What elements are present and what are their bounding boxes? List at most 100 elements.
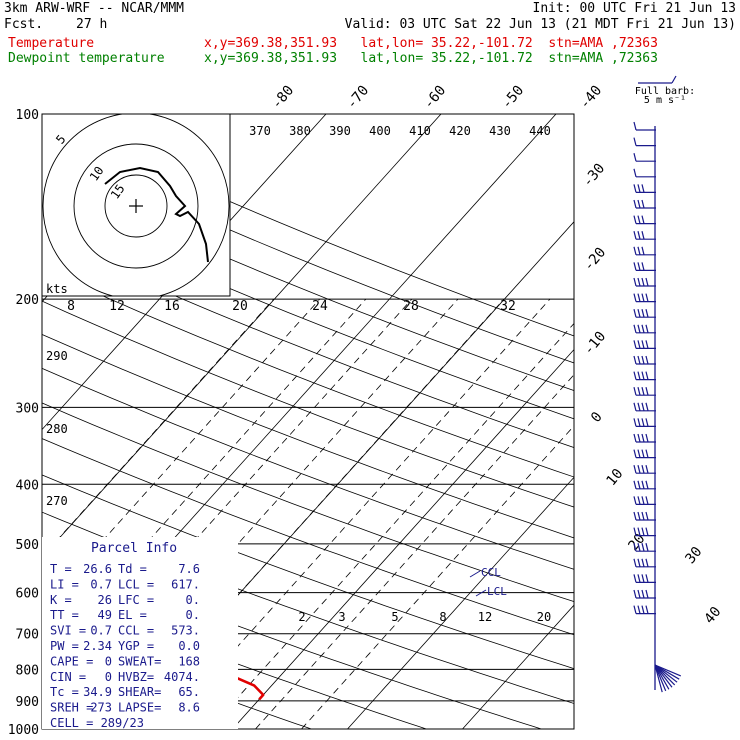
hodo-ring-15 — [42, 114, 230, 296]
wind-barb — [645, 465, 649, 474]
wind-barb — [633, 121, 637, 131]
hodograph-rings — [42, 114, 230, 296]
wind-barb — [641, 215, 645, 224]
parcel-row-value: 0.0 — [178, 639, 200, 653]
parcel-row-label: SWEAT= — [118, 654, 161, 668]
parcel-row-label: LFC = — [118, 593, 154, 607]
wind-barb — [637, 496, 641, 505]
dry-adiabat-line — [42, 300, 574, 508]
wind-barb — [637, 387, 641, 396]
wind-barb — [645, 511, 649, 521]
wind-barb — [645, 605, 649, 614]
wind-barb-legend — [671, 75, 677, 84]
wind-barb — [641, 402, 645, 411]
parcel-row-label: SVI = — [50, 624, 86, 638]
wind-barb — [641, 277, 645, 287]
wind-barb — [645, 496, 649, 505]
wind-barb — [633, 543, 637, 552]
dry-adiabat-line — [42, 204, 574, 420]
isotherm-label: 0 — [588, 409, 606, 426]
wind-barb — [637, 262, 641, 271]
wind-barb — [637, 371, 641, 380]
mixing-ratio-label: 8 — [439, 610, 446, 624]
hodograph-speed-label: 16 — [164, 299, 180, 314]
dry-adiabat-line — [42, 474, 574, 670]
isotherm-label: -70 — [344, 83, 373, 113]
theta-label: 430 — [489, 124, 511, 138]
wind-barb — [633, 309, 637, 318]
wind-barb — [641, 246, 645, 255]
wind-barb — [645, 433, 649, 443]
dry-adiabat-line — [42, 268, 574, 478]
wind-barb — [641, 496, 645, 505]
parcel-row-value: 0.7 — [90, 577, 112, 591]
wind-barb — [633, 496, 637, 505]
hodograph-trace — [104, 166, 209, 263]
wind-barb — [637, 324, 641, 333]
wind-barb — [641, 371, 645, 380]
wind-barb — [645, 277, 649, 287]
parcel-row-label: K = — [50, 593, 72, 607]
wind-barb — [633, 324, 637, 333]
parcel-row-label: LI = — [50, 577, 79, 591]
theta-label: 420 — [449, 124, 471, 138]
wind-barb — [633, 527, 637, 536]
wind-barb — [645, 324, 649, 333]
forecast-label: Fcst. — [4, 17, 44, 32]
parcel-row-label: LCL = — [118, 577, 154, 591]
isotherm-label: -30 — [580, 161, 609, 191]
parcel-row-value: 7.6 — [178, 562, 200, 576]
theta-label: 370 — [249, 124, 271, 138]
wind-barb — [654, 664, 673, 688]
parcel-row-label: Td = — [118, 562, 147, 576]
wind-barb — [654, 664, 682, 677]
wind-barb — [633, 433, 637, 443]
isotherm-label: 40 — [701, 604, 724, 627]
parcel-row-label: CCL = — [118, 624, 154, 638]
isotherm-line — [462, 604, 574, 729]
wind-barb — [637, 199, 641, 209]
parcel-row-label: LAPSE= — [118, 701, 161, 715]
parcel-row-value: 26 — [98, 593, 112, 607]
isotherm-label: -20 — [581, 245, 610, 275]
wind-barb — [633, 605, 637, 614]
parcel-row-label: EL = — [118, 608, 147, 622]
parcel-row-value: 34.9 — [83, 685, 112, 699]
dry-adiabat-line — [42, 236, 574, 448]
wind-barb — [641, 184, 645, 193]
parcel-row-value: 49 — [98, 608, 112, 622]
isotherm-label: -60 — [421, 83, 450, 113]
parcel-row-label: CIN = — [50, 670, 86, 684]
pressure-tick-label: 100 — [16, 108, 39, 123]
parcel-row-value: 4074. — [164, 670, 200, 684]
wind-barb — [633, 340, 637, 349]
isotherm-line — [347, 476, 574, 729]
mixing-ratio-label: 5 — [391, 610, 398, 624]
wind-barb — [645, 449, 649, 458]
mixing-ratio-label: 2 — [298, 610, 305, 624]
wind-barb — [641, 480, 645, 489]
wind-barb — [637, 449, 641, 458]
parcel-row-label: SHEAR= — [118, 685, 161, 699]
parcel-row-label: SREH = — [50, 701, 93, 715]
wind-barb — [637, 511, 641, 521]
wind-barb — [637, 293, 641, 302]
moist-adiabat-line — [301, 425, 574, 729]
wind-barb — [637, 589, 641, 599]
valid-time: Valid: 03 UTC Sat 22 Jun 13 (21 MDT Fri … — [344, 17, 736, 32]
ccl-label: CCL — [481, 566, 501, 579]
pressure-tick-label: 400 — [16, 478, 39, 493]
hodograph-ring-label: 15 — [108, 182, 128, 202]
wind-barb — [633, 449, 637, 458]
wind-barb — [637, 558, 641, 567]
wind-barb — [641, 309, 645, 318]
hodograph-ring-label: 10 — [87, 164, 107, 184]
wind-barb — [645, 527, 649, 536]
temperature-legend: Temperature — [8, 36, 95, 51]
wind-barb — [637, 465, 641, 474]
theta-left-label: 280 — [46, 422, 68, 436]
barb-legend-title: Full barb: — [635, 86, 695, 97]
parcel-row-value: 0. — [186, 593, 200, 607]
wind-barb — [633, 355, 637, 365]
